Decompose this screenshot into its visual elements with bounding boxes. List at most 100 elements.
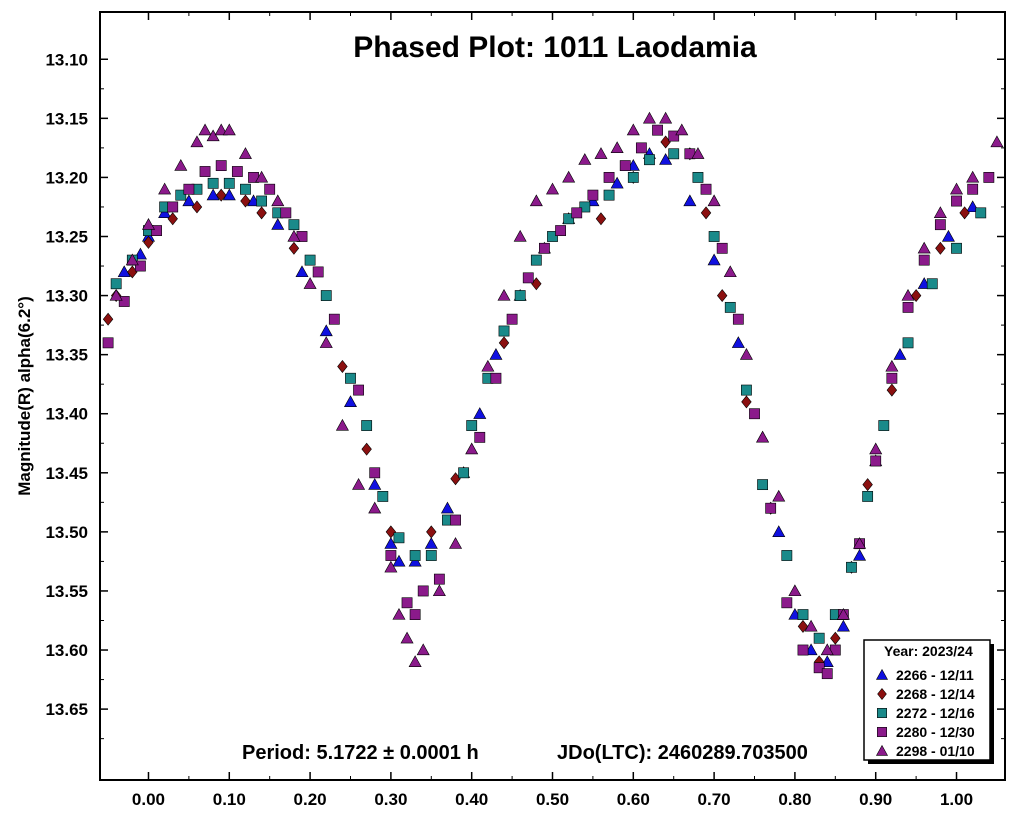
data-point <box>595 212 607 226</box>
data-point <box>781 550 793 561</box>
data-series <box>102 111 1004 680</box>
data-point <box>821 668 833 680</box>
data-point <box>983 172 995 183</box>
data-point <box>288 241 300 255</box>
series-0 <box>117 147 980 667</box>
x-tick-label: 0.90 <box>859 790 892 809</box>
legend-marker <box>877 708 887 718</box>
data-point <box>417 585 429 597</box>
data-point <box>869 442 883 455</box>
data-point <box>635 142 647 154</box>
data-point <box>481 359 495 372</box>
data-point <box>377 491 389 502</box>
data-point <box>206 129 220 142</box>
data-point <box>240 183 251 195</box>
data-point <box>846 561 857 573</box>
data-point <box>934 219 946 231</box>
x-tick-label: 1.00 <box>940 790 973 809</box>
data-point <box>335 418 349 431</box>
data-point <box>951 195 962 207</box>
data-point <box>732 313 744 325</box>
data-point <box>853 537 867 549</box>
data-point <box>198 123 212 136</box>
data-point <box>345 372 356 384</box>
data-point <box>603 172 615 183</box>
x-tick-label: 0.30 <box>374 790 407 809</box>
data-point <box>337 359 348 373</box>
legend-entry: 2298 - 01/10 <box>896 743 975 759</box>
data-point <box>191 200 203 214</box>
data-point <box>951 242 962 254</box>
x-tick-label: 0.20 <box>294 790 327 809</box>
data-point <box>626 123 640 136</box>
data-point <box>797 644 809 656</box>
legend-marker <box>875 668 889 680</box>
data-point <box>555 225 566 236</box>
data-point <box>141 218 155 230</box>
legend-marker <box>875 744 889 756</box>
legend-marker <box>877 727 887 737</box>
data-point <box>255 170 269 183</box>
data-point <box>739 348 753 360</box>
y-tick-label: 13.10 <box>45 50 88 69</box>
data-point <box>207 177 219 189</box>
data-point <box>271 218 285 230</box>
data-point <box>343 395 358 408</box>
data-point <box>813 662 825 674</box>
data-point <box>449 537 463 549</box>
data-point <box>238 147 252 159</box>
y-tick-label: 13.65 <box>45 700 88 719</box>
data-point <box>368 477 382 490</box>
data-point <box>749 408 760 420</box>
data-point <box>886 372 898 384</box>
data-point <box>206 188 220 201</box>
data-point <box>959 206 970 220</box>
data-point <box>385 525 397 539</box>
data-point <box>926 278 938 290</box>
data-point <box>506 313 518 325</box>
data-point <box>990 135 1004 148</box>
data-point <box>902 301 914 313</box>
data-point <box>700 206 712 220</box>
legend-title: Year: 2023/24 <box>884 643 973 659</box>
data-point <box>190 135 204 148</box>
data-point <box>668 148 680 160</box>
data-point <box>870 455 882 467</box>
data-point <box>167 201 179 213</box>
legend-entry: 2266 - 12/11 <box>896 667 974 683</box>
data-point <box>950 182 964 195</box>
x-tick-label: 0.40 <box>455 790 488 809</box>
data-point <box>426 525 437 539</box>
data-point <box>967 183 979 195</box>
legend-marker <box>877 688 887 700</box>
data-point <box>408 655 422 667</box>
y-tick-label: 13.30 <box>45 287 88 306</box>
data-point <box>473 407 487 419</box>
data-point <box>490 372 502 384</box>
data-point <box>498 325 510 337</box>
data-point <box>222 188 236 201</box>
data-point <box>717 289 728 303</box>
data-point <box>707 253 721 266</box>
data-point <box>862 478 873 492</box>
x-tick-label: 0.80 <box>778 790 811 809</box>
data-point <box>304 254 316 266</box>
y-tick-label: 13.50 <box>45 523 88 542</box>
legend-entry: 2272 - 12/16 <box>896 705 975 721</box>
data-point <box>498 336 510 350</box>
legend: Year: 2023/24 2266 - 12/11 2268 - 12/14 22… <box>863 639 994 764</box>
data-point <box>409 550 421 561</box>
data-point <box>594 147 608 159</box>
y-tick-label: 13.40 <box>45 405 88 424</box>
data-point <box>271 194 285 207</box>
data-point <box>820 643 834 656</box>
data-point <box>756 430 770 443</box>
data-point <box>627 172 639 183</box>
data-point <box>240 194 251 208</box>
data-point <box>433 573 445 585</box>
legend-box <box>863 639 991 761</box>
data-point <box>668 130 680 142</box>
data-point <box>361 442 372 456</box>
data-point <box>319 324 333 337</box>
data-point <box>652 124 663 136</box>
